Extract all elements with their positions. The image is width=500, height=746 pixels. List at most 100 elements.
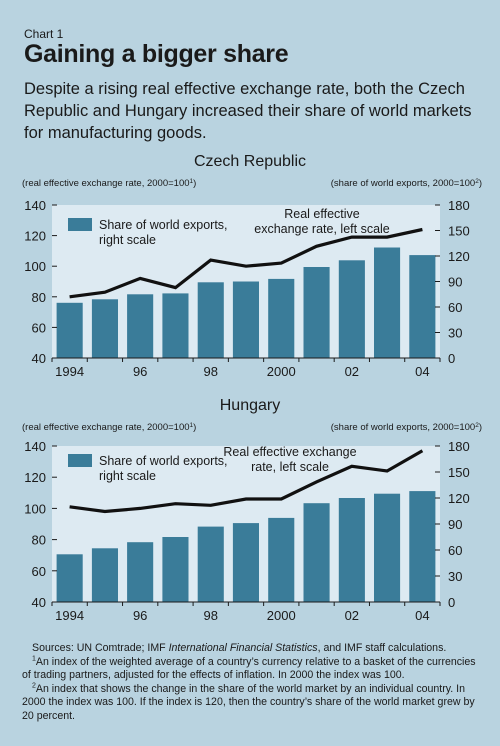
right-tick-label: 30 xyxy=(448,569,462,584)
x-tick-label: 96 xyxy=(133,608,147,623)
exchange-rate-line xyxy=(69,449,424,514)
right-axis-caption-sup: 2 xyxy=(475,178,479,185)
bar-2004 xyxy=(409,255,436,358)
bar-1996 xyxy=(127,542,154,602)
x-tick-label: 02 xyxy=(345,608,359,623)
bar-1994 xyxy=(56,302,83,359)
right-axis-caption: (share of world exports, 2000=1002) xyxy=(331,422,482,433)
chart-title: Gaining a bigger share xyxy=(24,40,289,68)
left-axis-caption: (real effective exchange rate, 2000=1001… xyxy=(22,422,196,433)
x-tick-label: 1994 xyxy=(55,608,84,623)
bar-2000 xyxy=(268,517,295,602)
right-tick-label: 150 xyxy=(448,224,470,239)
bar-1994 xyxy=(56,554,83,602)
x-tick-label: 2000 xyxy=(267,608,296,623)
right-tick-label: 180 xyxy=(448,439,470,454)
left-tick-label: 60 xyxy=(32,564,46,579)
x-tick-label: 04 xyxy=(415,364,429,379)
sources-prefix: Sources: UN Comtrade; IMF xyxy=(32,642,169,654)
left-tick-label: 80 xyxy=(32,290,46,305)
legend-line-label: exchange rate, left scale xyxy=(254,222,390,236)
x-tick-label: 02 xyxy=(345,364,359,379)
right-tick-label: 90 xyxy=(448,517,462,532)
right-tick-label: 60 xyxy=(448,300,462,315)
legend-bar-swatch xyxy=(68,454,92,467)
legend-bar-label: Share of world exports, xyxy=(99,218,228,232)
x-tick-label: 2000 xyxy=(267,364,296,379)
czech-republic-chart: Czech Republic (real effective exchange r… xyxy=(22,153,482,379)
bar-1995 xyxy=(91,548,118,602)
bar-1999 xyxy=(232,281,259,358)
bar-2001 xyxy=(303,267,330,358)
bar-2002 xyxy=(338,498,365,602)
bar-1998 xyxy=(197,282,224,358)
bar-1995 xyxy=(91,299,118,358)
right-tick-label: 150 xyxy=(448,465,470,480)
left-tick-label: 40 xyxy=(32,351,46,366)
x-tick-label: 98 xyxy=(203,364,217,379)
x-tick-label: 96 xyxy=(133,364,147,379)
right-axis-caption-close: ) xyxy=(479,178,482,189)
sources-suffix: , and IMF staff calculations. xyxy=(317,642,447,654)
x-tick-label: 1994 xyxy=(55,364,84,379)
left-tick-label: 60 xyxy=(32,320,46,335)
bar-2000 xyxy=(268,278,295,358)
footnote-2: 2An index that shows the change in the s… xyxy=(22,682,482,724)
legend-bar-label: right scale xyxy=(99,233,156,247)
legend-bar-swatch xyxy=(68,218,92,231)
footnotes: Sources: UN Comtrade; IMF International … xyxy=(22,642,482,723)
bar-2001 xyxy=(303,503,330,602)
panel-title: Hungary xyxy=(220,397,280,414)
exchange-rate-line xyxy=(69,227,423,299)
footnote-1-marker: 1 xyxy=(32,654,36,662)
left-axis-caption-text: (real effective exchange rate, 2000=100 xyxy=(22,178,190,189)
x-tick-label: 98 xyxy=(203,608,217,623)
sources-italic: International Financial Statistics xyxy=(168,642,318,654)
panel-title: Czech Republic xyxy=(194,153,306,170)
left-axis-caption: (real effective exchange rate, 2000=1001… xyxy=(22,178,196,189)
bar-1999 xyxy=(232,523,259,602)
left-axis-caption-text: (real effective exchange rate, 2000=100 xyxy=(22,422,190,433)
bar-2004 xyxy=(409,491,436,602)
right-axis-caption: (share of world exports, 2000=1002) xyxy=(331,178,482,189)
right-axis-caption-sup: 2 xyxy=(475,422,479,429)
right-axis-caption-text: (share of world exports, 2000=100 xyxy=(331,422,475,433)
right-tick-label: 0 xyxy=(448,595,455,610)
left-tick-label: 120 xyxy=(24,229,46,244)
legend-bar-label: Share of world exports, xyxy=(99,454,228,468)
left-axis-caption-close: ) xyxy=(193,422,196,433)
right-tick-label: 120 xyxy=(448,249,470,264)
left-axis-caption-sup: 1 xyxy=(190,422,194,429)
right-tick-label: 0 xyxy=(448,351,455,366)
left-tick-label: 100 xyxy=(24,501,46,516)
left-tick-label: 120 xyxy=(24,470,46,485)
right-tick-label: 60 xyxy=(448,543,462,558)
footnote-1-text: An index of the weighted average of a co… xyxy=(22,655,476,682)
legend-line-label: Real effective exchange xyxy=(223,445,356,459)
left-tick-label: 40 xyxy=(32,595,46,610)
footnote-2-text: An index that shows the change in the sh… xyxy=(22,682,475,722)
bar-2002 xyxy=(338,260,365,358)
legend-line-label: rate, left scale xyxy=(251,460,329,474)
right-axis-caption-close: ) xyxy=(479,422,482,433)
left-axis-caption-sup: 1 xyxy=(190,178,194,185)
left-tick-label: 100 xyxy=(24,259,46,274)
bar-1997 xyxy=(162,537,189,602)
bar-2003 xyxy=(374,493,401,602)
legend-line-label: Real effective xyxy=(284,207,360,221)
right-tick-label: 120 xyxy=(448,491,470,506)
sources-note: Sources: UN Comtrade; IMF International … xyxy=(32,642,482,656)
bar-1998 xyxy=(197,526,224,602)
x-tick-label: 04 xyxy=(415,608,429,623)
bar-1997 xyxy=(162,293,189,358)
legend-bar-label: right scale xyxy=(99,469,156,483)
chart-subtitle: Despite a rising real effective exchange… xyxy=(24,80,472,142)
right-tick-label: 90 xyxy=(448,275,462,290)
bar-1996 xyxy=(127,294,154,359)
left-axis-caption-close: ) xyxy=(193,178,196,189)
right-axis-caption-text: (share of world exports, 2000=100 xyxy=(331,178,475,189)
hungary-chart: Hungary (real effective exchange rate, 20… xyxy=(22,397,482,623)
chart-number-label: Chart 1 xyxy=(24,27,64,41)
right-tick-label: 180 xyxy=(448,198,470,213)
